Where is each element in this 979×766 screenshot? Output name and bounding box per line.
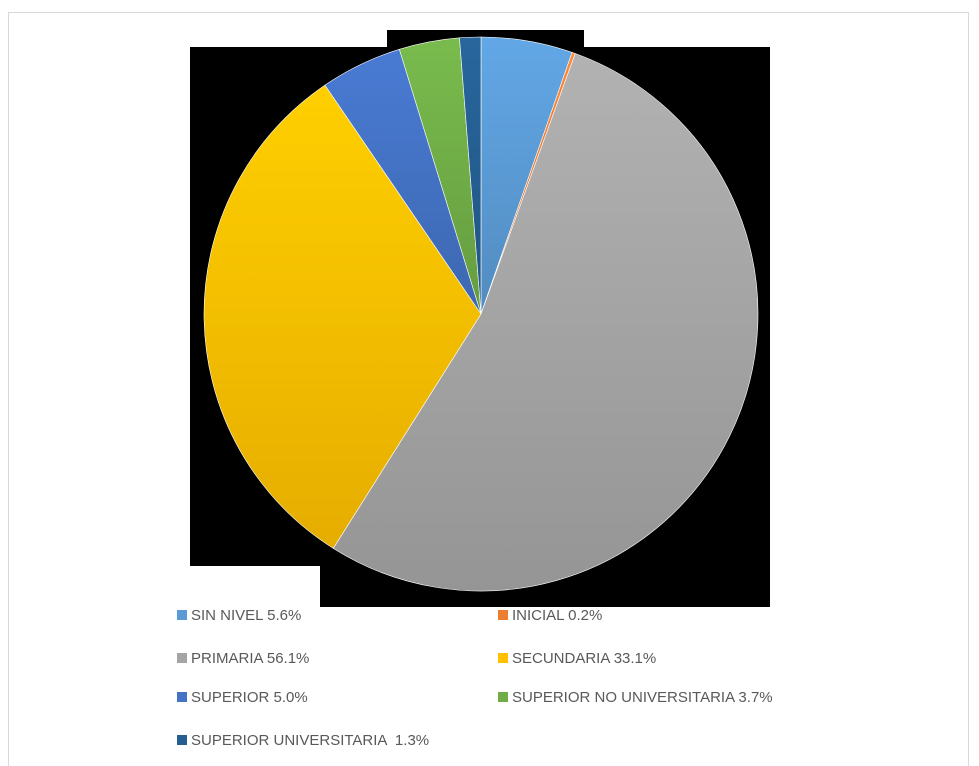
legend-swatch	[177, 653, 187, 663]
legend-item: SUPERIOR 5.0%	[177, 687, 308, 707]
legend-label: PRIMARIA 56.1%	[191, 649, 310, 667]
legend-item: SECUNDARIA 33.1%	[498, 648, 656, 668]
legend-item: INICIAL 0.2%	[498, 605, 602, 625]
legend-item: SUPERIOR UNIVERSITARIA 1.3%	[177, 730, 429, 750]
pie-slice-3	[203, 84, 482, 549]
legend-label: INICIAL 0.2%	[512, 606, 603, 624]
pie-slices	[203, 36, 759, 592]
legend-item: PRIMARIA 56.1%	[177, 648, 309, 668]
legend-label: SECUNDARIA 33.1%	[512, 649, 657, 667]
legend-label: SIN NIVEL 5.6%	[191, 606, 302, 624]
pie-slice-6	[459, 36, 482, 315]
legend-item: SUPERIOR NO UNIVERSITARIA 3.7%	[498, 687, 773, 707]
pie-slice-2	[332, 53, 759, 592]
legend-swatch	[177, 735, 187, 745]
legend-swatch	[498, 692, 508, 702]
legend-swatch	[498, 610, 508, 620]
legend-item: SIN NIVEL 5.6%	[177, 605, 301, 625]
legend-label: SUPERIOR UNIVERSITARIA 1.3%	[191, 731, 430, 749]
legend-swatch	[498, 653, 508, 663]
chart-frame	[8, 12, 969, 766]
legend-swatch	[177, 610, 187, 620]
legend-swatch	[177, 692, 187, 702]
legend-label: SUPERIOR 5.0%	[191, 688, 308, 706]
legend-label: SUPERIOR NO UNIVERSITARIA 3.7%	[512, 688, 773, 706]
